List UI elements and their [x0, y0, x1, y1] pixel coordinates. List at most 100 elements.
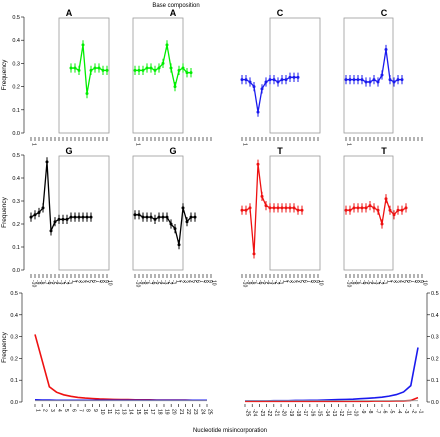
figure-title: Base composition [152, 3, 199, 9]
data-point [248, 206, 252, 210]
y-tick-label: 0.1 [10, 378, 18, 384]
data-point [392, 80, 396, 84]
data-point [177, 68, 181, 72]
data-point [384, 197, 388, 201]
y-axis-label: Frequency [1, 59, 8, 90]
panel-title: G [169, 146, 176, 156]
data-point [360, 78, 364, 82]
data-point [137, 213, 141, 217]
data-point [149, 66, 153, 70]
data-point [141, 215, 145, 219]
x-tick-label: 1 [346, 143, 352, 146]
x-tick-label: -8 [354, 280, 360, 285]
data-point [400, 208, 404, 212]
data-point [372, 206, 376, 210]
data-point [384, 47, 388, 51]
x-tick-label: -5 [262, 280, 268, 285]
series-line [71, 44, 107, 94]
y-tick-label: 0.3 [12, 61, 20, 67]
x-tick-label: -22 [266, 409, 272, 416]
data-point [276, 206, 280, 210]
data-point [244, 208, 248, 212]
data-point [400, 78, 404, 82]
x-tick-label: 6 [91, 280, 97, 283]
x-tick-label: -3 [403, 409, 409, 414]
data-point [181, 66, 185, 70]
data-point [165, 215, 169, 219]
x-tick-label: 8 [85, 409, 91, 412]
y-tick-label: 0.2 [10, 356, 18, 362]
data-point [284, 78, 288, 82]
x-tick-label: -7 [358, 280, 364, 285]
x-tick-label: 6 [302, 280, 308, 283]
data-point [344, 78, 348, 82]
data-point [189, 215, 193, 219]
y-axis-label: Frequency [1, 196, 8, 227]
data-point [388, 208, 392, 212]
data-point [296, 208, 300, 212]
data-point [61, 217, 65, 221]
y-tick-label: 0.0 [12, 131, 20, 137]
x-tick-label: 8 [414, 280, 420, 283]
x-tick-label: -9 [246, 280, 252, 285]
data-point [169, 66, 173, 70]
x-tick-label: 2 [42, 409, 48, 412]
x-tick-label: 2 [390, 280, 396, 283]
y-tick-label: 0.2 [12, 85, 20, 91]
x-tick-label: 14 [128, 409, 134, 415]
x-tick-label: 15 [135, 409, 141, 415]
x-tick-label: 2 [286, 280, 292, 283]
x-tick-label: -1 [278, 280, 284, 285]
x-tick-label: -5 [155, 280, 161, 285]
data-point [276, 80, 280, 84]
x-tick-label: 1 [71, 280, 77, 283]
x-tick-label: -19 [288, 409, 294, 416]
data-point [396, 78, 400, 82]
x-tick-label: 24 [199, 409, 205, 415]
x-tick-label: 9 [314, 280, 320, 283]
y-tick-label: 0.5 [12, 153, 20, 159]
x-tick-label: 6 [406, 280, 412, 283]
data-point [344, 208, 348, 212]
x-tick-label: 16 [142, 409, 148, 415]
data-point [73, 66, 77, 70]
x-tick-label: -2 [378, 280, 384, 285]
panel-title: T [277, 146, 283, 156]
x-tick-label: 9 [207, 280, 213, 283]
x-tick-label: 8 [310, 280, 316, 283]
x-tick-label: -2 [410, 409, 416, 414]
data-point [189, 71, 193, 75]
x-tick-label: -9 [139, 280, 145, 285]
x-tick-label: 9 [103, 280, 109, 283]
x-tick-label: 7 [78, 409, 84, 412]
panel-title: T [381, 146, 387, 156]
x-tick-label: -6 [362, 280, 368, 285]
y-tick-label: 0.1 [12, 245, 20, 251]
x-tick-label: -7 [147, 280, 153, 285]
x-tick-label: 22 [185, 409, 191, 415]
y-tick-label: 0.1 [431, 378, 439, 384]
x-tick-label: 8 [99, 280, 105, 283]
panel-title: C [277, 8, 284, 18]
x-tick-label: -3 [59, 280, 65, 285]
x-tick-label: -5 [389, 409, 395, 414]
data-point [69, 66, 73, 70]
x-tick-label: -18 [295, 409, 301, 416]
y-tick-label: 0.0 [12, 268, 20, 274]
data-point [69, 215, 73, 219]
x-axis-label: Nucleotide misincorporation [193, 428, 267, 434]
x-tick-label: 1 [135, 143, 141, 146]
data-point [280, 206, 284, 210]
data-point [376, 80, 380, 84]
data-point [396, 208, 400, 212]
y-tick-label: 0.5 [10, 291, 18, 297]
x-tick-label: -4 [396, 409, 402, 414]
x-tick-label: -25 [245, 409, 251, 416]
data-point [252, 85, 256, 89]
data-point [53, 220, 57, 224]
data-point [133, 68, 137, 72]
data-point [272, 206, 276, 210]
x-tick-label: 2 [75, 280, 81, 283]
data-point [133, 213, 137, 217]
